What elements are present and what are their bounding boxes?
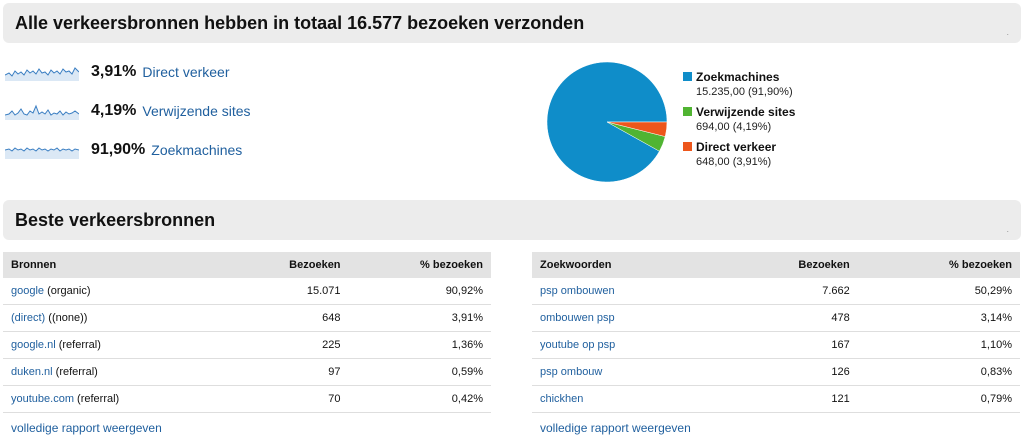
keywords-table: Zoekwoorden Bezoeken % bezoeken psp ombo…	[532, 252, 1020, 413]
sparkline-search	[5, 147, 79, 159]
full-report-link[interactable]: volledige rapport weergeven	[540, 421, 691, 435]
table-row: psp ombouw 126 0,83%	[532, 358, 1020, 386]
keyword-link[interactable]: chickhen	[540, 393, 584, 405]
summary-title: Alle verkeersbronnen hebben in totaal 16…	[15, 13, 585, 33]
legend-swatch	[683, 72, 692, 81]
table-header-row: Zoekwoorden Bezoeken % bezoeken	[532, 252, 1020, 278]
source-link[interactable]: (direct)	[11, 312, 46, 324]
table-header-row: Bronnen Bezoeken % bezoeken	[3, 252, 491, 278]
table-row: google.nl (referral) 225 1,36%	[3, 331, 491, 359]
source-link[interactable]: google.nl	[11, 339, 56, 351]
column-header[interactable]: Bezoeken	[719, 252, 858, 278]
table-row: duken.nl (referral) 97 0,59%	[3, 358, 491, 386]
table-row: youtube op psp 167 1,10%	[532, 331, 1020, 359]
legend-swatch	[683, 142, 692, 151]
summary-row-direct: 3,91% Direct verkeer	[5, 60, 230, 84]
sparkline-referral	[5, 104, 79, 120]
table-row: chickhen 121 0,79%	[532, 385, 1020, 413]
header-corner: .	[1006, 27, 1009, 37]
column-header[interactable]: Zoekwoorden	[532, 252, 720, 278]
legend-swatch	[683, 107, 692, 116]
column-header[interactable]: Bezoeken	[227, 252, 349, 278]
source-link[interactable]: youtube.com	[11, 393, 74, 405]
table-row: youtube.com (referral) 70 0,42%	[3, 385, 491, 413]
full-report-link[interactable]: volledige rapport weergeven	[11, 421, 162, 435]
sparkline-direct	[5, 67, 79, 81]
table-row: (direct) ((none)) 648 3,91%	[3, 304, 491, 332]
source-link[interactable]: duken.nl	[11, 366, 53, 378]
header-corner: .	[1006, 224, 1009, 234]
column-header[interactable]: % bezoeken	[857, 252, 1020, 278]
summary-header: Alle verkeersbronnen hebben in totaal 16…	[3, 3, 1021, 43]
pie-slice-direct-verkeer[interactable]	[606, 121, 668, 137]
table-row: psp ombouwen 7.662 50,29%	[532, 278, 1020, 305]
traffic-pie-chart	[546, 61, 668, 183]
legend-item-direct: Direct verkeer 648,00 (3,91%)	[683, 140, 776, 168]
keyword-link[interactable]: youtube op psp	[540, 339, 616, 351]
legend-item-referral: Verwijzende sites 694,00 (4,19%)	[683, 105, 795, 133]
table-row: google (organic) 15.071 90,92%	[3, 278, 491, 305]
column-header[interactable]: Bronnen	[3, 252, 228, 278]
legend-item-search: Zoekmachines 15.235,00 (91,90%)	[683, 70, 793, 98]
search-engines-link[interactable]: Zoekmachines	[151, 142, 243, 158]
keyword-link[interactable]: ombouwen psp	[540, 312, 615, 324]
summary-pct: 4,19%	[91, 102, 137, 119]
summary-row-referral: 4,19% Verwijzende sites	[5, 99, 251, 123]
keyword-link[interactable]: psp ombouwen	[540, 285, 615, 297]
source-link[interactable]: google	[11, 285, 45, 297]
top-sources-title: Beste verkeersbronnen	[15, 210, 216, 230]
table-row: ombouwen psp 478 3,14%	[532, 304, 1020, 332]
summary-pct: 3,91%	[91, 63, 137, 80]
column-header[interactable]: % bezoeken	[348, 252, 491, 278]
top-sources-header: Beste verkeersbronnen .	[3, 200, 1021, 240]
sources-table: Bronnen Bezoeken % bezoeken google (orga…	[3, 252, 491, 413]
summary-pct: 91,90%	[91, 141, 146, 158]
direct-traffic-link[interactable]: Direct verkeer	[142, 64, 230, 80]
summary-row-search: 91,90% Zoekmachines	[5, 138, 242, 162]
keyword-link[interactable]: psp ombouw	[540, 366, 603, 378]
referral-sites-link[interactable]: Verwijzende sites	[142, 103, 251, 119]
